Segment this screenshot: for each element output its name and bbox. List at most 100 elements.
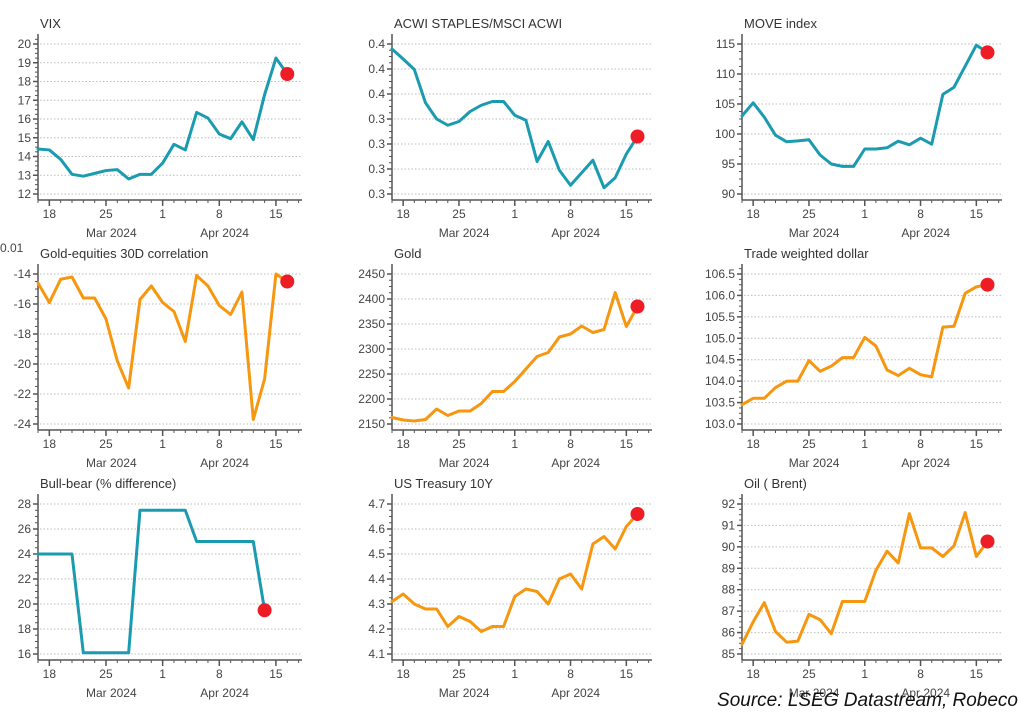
y-tick-label: 2400: [358, 292, 385, 306]
y-tick-label: 106.5: [705, 267, 735, 281]
x-tick-label: 18: [746, 667, 760, 681]
y-tick-label: 22: [18, 572, 32, 586]
y-tick-label: 0.4: [368, 62, 385, 76]
x-tick-label: 18: [43, 667, 57, 681]
chart-panel-gold: Gold 2150 2200 2250 2300 2350 2400 2450 18 25 1 8 15…: [340, 238, 680, 470]
x-month-label: Apr 2024: [901, 226, 950, 240]
latest-value-marker: [257, 603, 272, 618]
y-tick-label: 105: [715, 97, 735, 111]
y-tick-label: -22: [14, 387, 32, 401]
y-tick-label: 2250: [358, 367, 385, 381]
y-tick-label: 0.3: [368, 187, 385, 201]
y-tick-label: 0.3: [368, 137, 385, 151]
x-month-label: Apr 2024: [901, 686, 950, 700]
y-tick-label: 2450: [358, 267, 385, 281]
y-tick-label: 2300: [358, 342, 385, 356]
y-tick-label: -24: [14, 417, 32, 431]
x-tick-label: 1: [511, 437, 518, 451]
y-tick-label: 18: [18, 75, 32, 89]
x-tick-label: 8: [917, 667, 924, 681]
chart-panel-oil-brent: Oil ( Brent) 85 86 87 88 89 90 91 92 18 25 1 8 15 Mar …: [680, 468, 1020, 700]
x-tick-label: 1: [861, 207, 868, 221]
y-tick-label: 17: [18, 93, 32, 107]
chart-svg: Trade weighted dollar 103.0 103.5 104.0 104.…: [705, 246, 1002, 470]
x-tick-label: 18: [396, 207, 410, 221]
x-tick-label: 25: [802, 437, 816, 451]
x-tick-label: 8: [567, 667, 574, 681]
series-line: [36, 508, 267, 655]
y-tick-label: 4.4: [368, 572, 385, 586]
y-tick-label: 4.2: [368, 622, 385, 636]
y-tick-label: 14: [18, 150, 32, 164]
x-tick-label: 1: [159, 207, 166, 221]
y-tick-label: 103.0: [705, 417, 735, 431]
y-tick-label: 2350: [358, 317, 385, 331]
latest-value-marker: [630, 299, 645, 314]
x-tick-label: 18: [396, 667, 410, 681]
chart-panel-bull-bear: Bull-bear (% difference) 16 18 20 22 24 26 28 18…: [0, 468, 340, 700]
y-tick-label: 18: [18, 622, 32, 636]
x-tick-label: 8: [216, 207, 223, 221]
y-tick-label: 4.3: [368, 597, 385, 611]
y-tick-label: 24: [18, 547, 32, 561]
chart-title: Gold-equities 30D correlation: [40, 246, 208, 261]
x-month-label: Mar 2024: [789, 686, 840, 700]
y-tick-label: 95: [722, 157, 736, 171]
latest-value-marker: [280, 274, 295, 289]
x-tick-label: 15: [269, 667, 283, 681]
y-tick-label: 86: [722, 626, 736, 640]
x-tick-label: 1: [159, 437, 166, 451]
chart-title: Trade weighted dollar: [744, 246, 869, 261]
y-tick-label: 105.5: [705, 310, 735, 324]
x-tick-label: 25: [99, 667, 113, 681]
y-tick-label: 0.3: [368, 162, 385, 176]
x-month-label: Apr 2024: [200, 456, 249, 470]
x-month-label: Apr 2024: [551, 686, 600, 700]
y-tick-label: 87: [722, 604, 736, 618]
y-tick-label: 89: [722, 561, 736, 575]
x-tick-label: 25: [452, 667, 466, 681]
x-tick-label: 25: [452, 207, 466, 221]
y-tick-label: 90: [722, 187, 736, 201]
y-tick-label: 0.4: [368, 87, 385, 101]
x-month-label: Mar 2024: [789, 456, 840, 470]
x-tick-label: 25: [452, 437, 466, 451]
x-tick-label: 15: [970, 667, 984, 681]
y-tick-label: 13: [18, 168, 32, 182]
x-tick-label: 15: [269, 437, 283, 451]
y-tick-label: 2200: [358, 392, 385, 406]
series-line: [390, 47, 639, 190]
y-tick-label: 15: [18, 131, 32, 145]
x-tick-label: 8: [917, 437, 924, 451]
x-tick-label: 8: [216, 667, 223, 681]
y-tick-label: -14: [14, 267, 32, 281]
chart-title: Gold: [394, 246, 421, 261]
latest-value-marker: [980, 277, 995, 292]
chart-title: ACWI STAPLES/MSCI ACWI: [394, 16, 562, 31]
x-month-label: Mar 2024: [86, 456, 137, 470]
chart-panel-vix: VIX 12 13 14 15 16 17 18 19 20 18 25 1 8 15 Mar 2024 Apr…: [0, 8, 340, 240]
y-tick-label: 12: [18, 187, 32, 201]
y-tick-label: 16: [18, 112, 32, 126]
chart-title: MOVE index: [744, 16, 817, 31]
source-note: Source: LSEG Datastream, Robeco: [717, 690, 1018, 711]
chart-title: US Treasury 10Y: [394, 476, 493, 491]
y-tick-label: 103.5: [705, 396, 735, 410]
y-tick-label: 26: [18, 522, 32, 536]
x-tick-label: 8: [567, 207, 574, 221]
x-month-label: Apr 2024: [551, 456, 600, 470]
x-tick-label: 15: [970, 437, 984, 451]
chart-panel-gold-equities-correlation: Gold-equities 30D correlation -24 -22 -20 -1…: [0, 238, 340, 470]
x-tick-label: 25: [99, 207, 113, 221]
y-tick-label: 0.4: [368, 37, 385, 51]
x-tick-label: 18: [396, 437, 410, 451]
x-month-label: Apr 2024: [200, 226, 249, 240]
y-tick-label: 16: [18, 647, 32, 661]
x-tick-label: 15: [620, 207, 634, 221]
series-line: [740, 511, 989, 646]
y-tick-label: 0.3: [368, 112, 385, 126]
y-tick-label: -16: [14, 297, 32, 311]
x-tick-label: 1: [511, 207, 518, 221]
